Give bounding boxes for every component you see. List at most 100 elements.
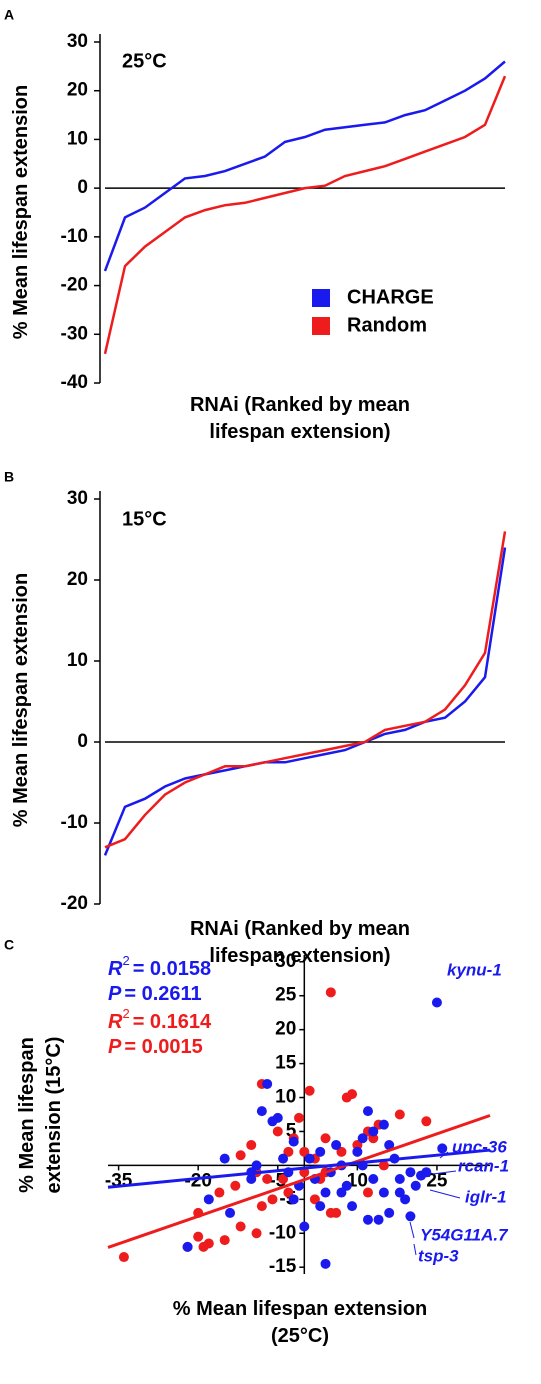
point	[378, 1187, 389, 1198]
point	[341, 1180, 352, 1191]
point	[394, 1109, 405, 1120]
series-line	[104, 531, 507, 849]
x-tick-label: 10	[347, 1170, 368, 1191]
y-tick-label: 20	[67, 569, 88, 590]
stat-text: = 0.0015	[124, 1036, 202, 1058]
point	[267, 1116, 278, 1127]
point	[352, 1146, 363, 1157]
stat: P = 0.0015	[108, 1036, 203, 1058]
panel-letter: B	[4, 469, 14, 485]
point	[235, 1150, 246, 1161]
point	[299, 1146, 310, 1157]
point	[225, 1207, 236, 1218]
series-line	[103, 75, 507, 355]
point	[331, 1140, 342, 1151]
point	[294, 1112, 304, 1123]
y-tick-label: 10	[67, 128, 88, 149]
point	[394, 1173, 405, 1184]
leader-line	[409, 1221, 415, 1239]
point	[288, 1136, 299, 1147]
point	[368, 1126, 379, 1137]
point	[304, 1085, 315, 1096]
annotation: 15°C	[122, 508, 167, 530]
y-tick-label: -30	[61, 323, 88, 344]
series-line	[103, 547, 507, 856]
stat-label: R	[108, 958, 123, 980]
stat-sup: 2	[122, 1006, 129, 1021]
point	[262, 1078, 273, 1089]
point-label: iglr-1	[465, 1187, 507, 1206]
y-tick-label: 20	[67, 80, 88, 101]
legend-swatch	[312, 289, 330, 307]
point	[267, 1194, 278, 1205]
annotation: 25°C	[122, 50, 167, 72]
y-tick-label: 10	[275, 1087, 296, 1108]
legend-swatch	[312, 317, 330, 335]
y-tick-label: 15	[275, 1053, 297, 1074]
point	[203, 1194, 214, 1205]
point	[405, 1211, 416, 1222]
stat-text: = 0.2611	[124, 983, 201, 1005]
point	[182, 1241, 193, 1252]
regression-line	[107, 1148, 491, 1189]
point	[320, 1258, 331, 1269]
stat: R2 = 0.0158	[108, 953, 211, 980]
y-axis-label: % Mean lifespan extension (15°C)	[16, 1036, 65, 1194]
y-tick-label: 0	[77, 731, 88, 752]
point	[325, 987, 336, 998]
point	[336, 1187, 347, 1198]
panel-letter: A	[4, 7, 14, 23]
y-axis-label: % Mean lifespan extension	[10, 84, 32, 340]
y-tick-label: 20	[275, 1019, 296, 1040]
stat-label: R	[108, 1011, 123, 1033]
y-tick-label: 25	[275, 985, 297, 1006]
point	[272, 1126, 283, 1137]
y-tick-label: 10	[67, 650, 88, 671]
point	[278, 1153, 289, 1164]
point	[373, 1214, 384, 1225]
y-axis-label: % Mean lifespan extension	[10, 572, 32, 828]
point	[378, 1160, 389, 1171]
y-tick-label: -10	[269, 1222, 296, 1243]
point	[288, 1194, 299, 1205]
point	[283, 1187, 294, 1198]
point	[256, 1106, 267, 1117]
point	[378, 1119, 389, 1130]
point	[405, 1167, 416, 1178]
point	[336, 1146, 347, 1157]
point	[320, 1133, 331, 1144]
y-tick-label: 30	[67, 488, 88, 509]
leader-line	[432, 1170, 457, 1175]
point-label: Y54G11A.7	[420, 1225, 509, 1244]
point	[118, 1252, 129, 1263]
stat: P = 0.2611	[108, 983, 202, 1005]
point	[219, 1235, 230, 1246]
x-axis-label: % Mean lifespan extension (25°C)	[172, 1298, 428, 1347]
point	[214, 1187, 225, 1198]
leader-line	[429, 1189, 461, 1199]
point	[400, 1194, 411, 1205]
stat: R2 = 0.1614	[108, 1006, 212, 1033]
y-tick-label: -10	[61, 226, 88, 247]
point-label: rcan-1	[458, 1156, 509, 1175]
point	[230, 1180, 241, 1191]
point	[347, 1201, 358, 1212]
point	[251, 1160, 262, 1171]
legend-label: Random	[347, 314, 427, 336]
y-tick-label: -20	[61, 275, 88, 296]
point	[421, 1167, 432, 1178]
y-tick-label: 30	[275, 951, 296, 972]
point	[362, 1187, 373, 1198]
point	[368, 1173, 379, 1184]
point-label: kynu-1	[447, 960, 502, 979]
point	[320, 1187, 331, 1198]
point	[235, 1221, 246, 1232]
point	[299, 1221, 310, 1232]
point	[362, 1214, 373, 1225]
stat-text: = 0.1614	[133, 1011, 212, 1033]
y-tick-label: -15	[269, 1256, 297, 1277]
point	[347, 1089, 358, 1100]
point	[262, 1173, 273, 1184]
